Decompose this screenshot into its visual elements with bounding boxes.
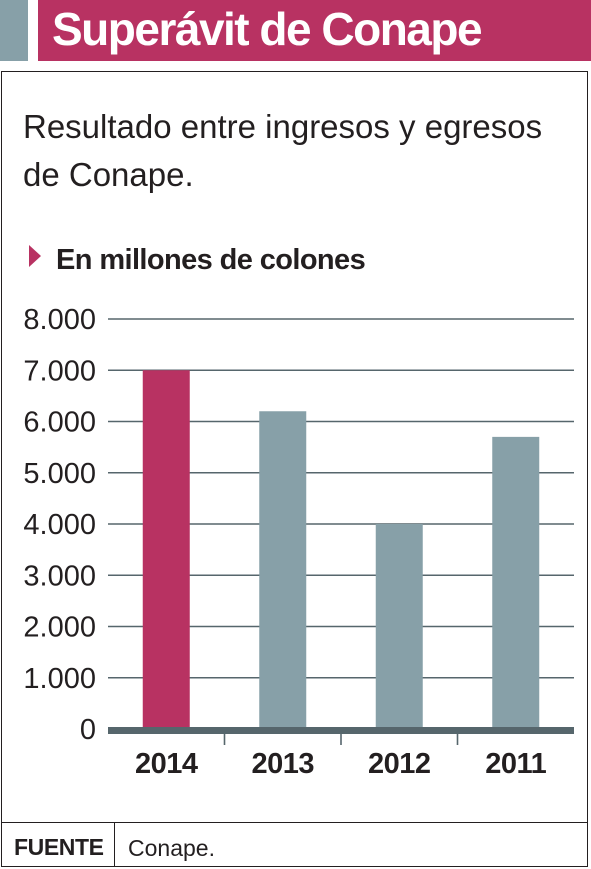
- x-tick-label: 2013: [251, 748, 314, 780]
- bar-2013: [259, 411, 307, 729]
- page-title: Superávit de Conape: [52, 3, 483, 55]
- bar-2014: [142, 370, 190, 729]
- bar-2011: [492, 436, 540, 729]
- chart-frame: [1, 71, 588, 867]
- header-accent-block: [0, 0, 28, 61]
- y-tick-label: 2.000: [23, 612, 96, 644]
- chart-subtitle: Resultado entre ingresos y egresos de Co…: [23, 108, 543, 193]
- triangle-marker-icon: [29, 245, 41, 267]
- bar-2012: [375, 524, 423, 729]
- x-tick-label: 2014: [135, 748, 198, 780]
- x-axis-baseline: [108, 727, 574, 734]
- y-tick-label: 0: [80, 714, 96, 746]
- y-axis-ticks: 0 1.000 2.000 3.000 4.000 5.000 6.000 7.000 8.00…: [23, 304, 96, 746]
- y-tick-label: 5.000: [23, 458, 96, 490]
- x-axis: [108, 727, 574, 745]
- source-value: Conape.: [128, 835, 215, 861]
- unit-label: En millones de colones: [56, 244, 366, 276]
- source-label: FUENTE: [14, 834, 104, 860]
- x-tick-label: 2012: [368, 748, 431, 780]
- x-axis-ticks: 2014 2013 2012 2011: [135, 748, 547, 780]
- y-tick-label: 6.000: [23, 407, 96, 439]
- header-band: Superávit de Conape: [38, 0, 591, 61]
- bars: [142, 370, 540, 729]
- y-tick-label: 1.000: [23, 663, 96, 695]
- y-tick-label: 8.000: [23, 304, 96, 336]
- footer-separator: [114, 822, 115, 867]
- x-tick-label: 2011: [485, 748, 546, 780]
- y-tick-label: 4.000: [23, 509, 96, 541]
- y-tick-label: 7.000: [23, 355, 96, 387]
- y-tick-label: 3.000: [23, 560, 96, 592]
- footer-divider: [1, 822, 588, 823]
